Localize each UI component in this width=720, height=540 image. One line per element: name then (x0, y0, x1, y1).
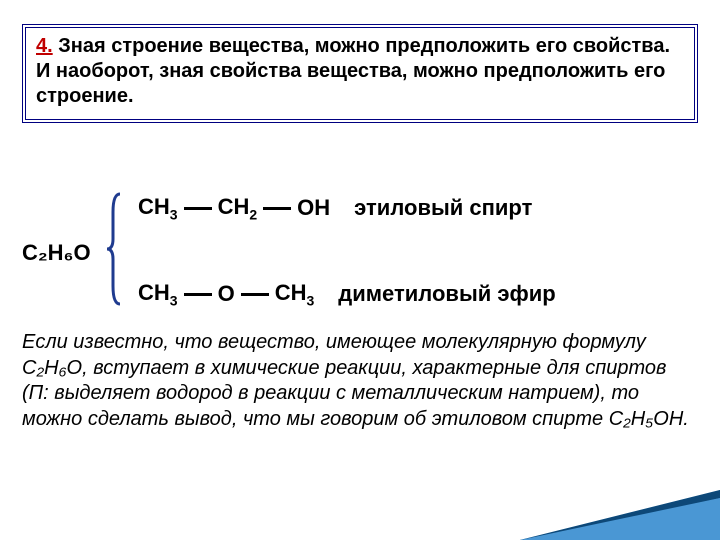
bond-icon (263, 207, 291, 210)
boxed-statement: 4. Зная строение вещества, можно предпол… (22, 24, 698, 123)
statement-body: Зная строение вещества, можно предположи… (36, 35, 670, 107)
group: ОН (297, 195, 330, 221)
group: СН2 (218, 194, 258, 222)
bond-icon (184, 293, 212, 296)
corner-decoration-icon (520, 470, 720, 540)
group: СН3 (138, 194, 178, 222)
group: СН3 (275, 280, 315, 308)
bond-icon (241, 293, 269, 296)
statement-text: 4. Зная строение вещества, можно предпол… (36, 34, 684, 109)
isomer-row-2: СН3 О СН3 диметиловый эфир (138, 280, 698, 308)
bond-icon (184, 207, 212, 210)
curly-brace-icon (106, 192, 124, 306)
isomer-name-2: диметиловый эфир (338, 281, 555, 307)
explanation-paragraph: Если известно, что вещество, имеющее мол… (22, 330, 698, 432)
isomer-row-1: СН3 СН2 ОН этиловый спирт (138, 194, 698, 222)
group: О (218, 281, 235, 307)
isomer-name-1: этиловый спирт (354, 195, 532, 221)
group: СН3 (138, 280, 178, 308)
compound-formula: С₂Н₆О (22, 240, 91, 266)
statement-number: 4. (36, 35, 53, 57)
